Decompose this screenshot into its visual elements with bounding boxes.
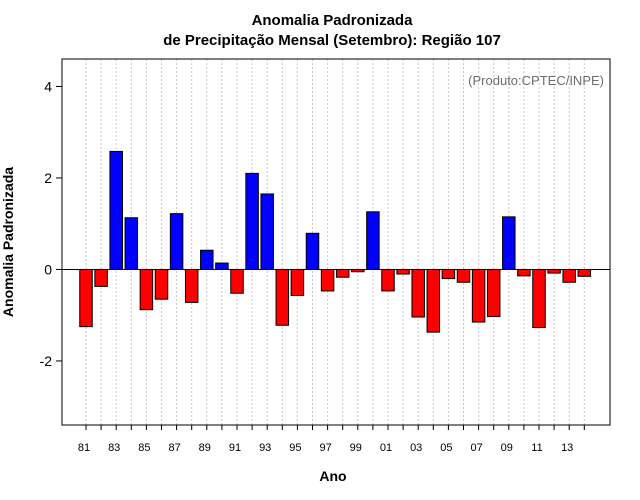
- bar-00: [366, 211, 380, 270]
- y-axis: -2 0 2 4: [40, 78, 62, 369]
- x-tick-label-07: 07: [470, 442, 482, 454]
- bar-97: [320, 268, 335, 292]
- bar-93: [260, 193, 274, 270]
- x-tick-label-81: 81: [78, 442, 90, 454]
- bar-03: [411, 268, 425, 318]
- y-tick-label-2: 2: [44, 170, 52, 186]
- bar-88: [184, 268, 199, 303]
- bar-09: [502, 216, 516, 270]
- bar-87: [169, 213, 184, 270]
- x-tick-label-09: 09: [501, 442, 513, 454]
- x-tick-label-05: 05: [440, 442, 452, 454]
- bar-83: [109, 150, 123, 270]
- x-tick-label-95: 95: [289, 442, 301, 454]
- bar-90: [215, 262, 229, 270]
- x-axis-label: Ano: [319, 468, 346, 484]
- x-tick-label-01: 01: [380, 442, 392, 454]
- chart-title-line-1: Anomalia Padronizada: [252, 12, 414, 29]
- bar-86: [154, 268, 169, 300]
- bar-05: [441, 268, 456, 280]
- x-tick-label-89: 89: [199, 442, 211, 454]
- x-tick-label-91: 91: [229, 442, 241, 454]
- bar-06: [456, 268, 471, 283]
- bar-11: [532, 268, 546, 329]
- bar-91: [230, 268, 244, 294]
- bars: [79, 150, 592, 333]
- bar-81: [79, 268, 93, 328]
- bar-13: [562, 268, 576, 283]
- bar-12: [547, 268, 561, 274]
- x-tick-label-87: 87: [168, 442, 180, 454]
- bar-96: [305, 232, 320, 270]
- product-credit: (Produto:CPTEC/INPE): [468, 73, 604, 88]
- bar-92: [245, 172, 259, 270]
- bar-82: [94, 268, 108, 287]
- x-axis: 81 83 85 87 89 91 93 95 97 99 01 03 05 07 09 11 13: [78, 425, 585, 454]
- x-tick-label-83: 83: [108, 442, 120, 454]
- plot-frame: [61, 58, 611, 426]
- bar-04: [426, 268, 441, 333]
- bar-84: [124, 217, 139, 270]
- x-tick-label-13: 13: [561, 442, 573, 454]
- bar-95: [290, 268, 305, 297]
- chart-title-line-2: de Precipitação Mensal (Setembro): Regiã…: [163, 32, 501, 49]
- bar-94: [275, 268, 290, 326]
- x-tick-label-99: 99: [350, 442, 362, 454]
- bar-98: [335, 268, 350, 278]
- bar-10: [517, 268, 531, 277]
- x-tick-label-03: 03: [410, 442, 422, 454]
- grid-lines: [85, 59, 585, 425]
- x-tick-label-97: 97: [319, 442, 331, 454]
- bar-02: [396, 268, 410, 275]
- bar-99: [351, 268, 365, 273]
- y-axis-label: Anomalia Padronizada: [0, 167, 16, 317]
- y-tick-label-4: 4: [44, 78, 52, 94]
- x-tick-label-93: 93: [259, 442, 271, 454]
- y-tick-label--2: -2: [40, 353, 53, 369]
- x-tick-label-11: 11: [531, 442, 542, 454]
- bar-01: [381, 268, 395, 292]
- x-tick-label-85: 85: [138, 442, 150, 454]
- y-tick-label-0: 0: [44, 261, 52, 277]
- bar-89: [200, 249, 214, 270]
- bar-08: [486, 268, 501, 318]
- bar-07: [471, 268, 486, 323]
- bar-85: [139, 268, 154, 311]
- bar-14: [577, 268, 592, 277]
